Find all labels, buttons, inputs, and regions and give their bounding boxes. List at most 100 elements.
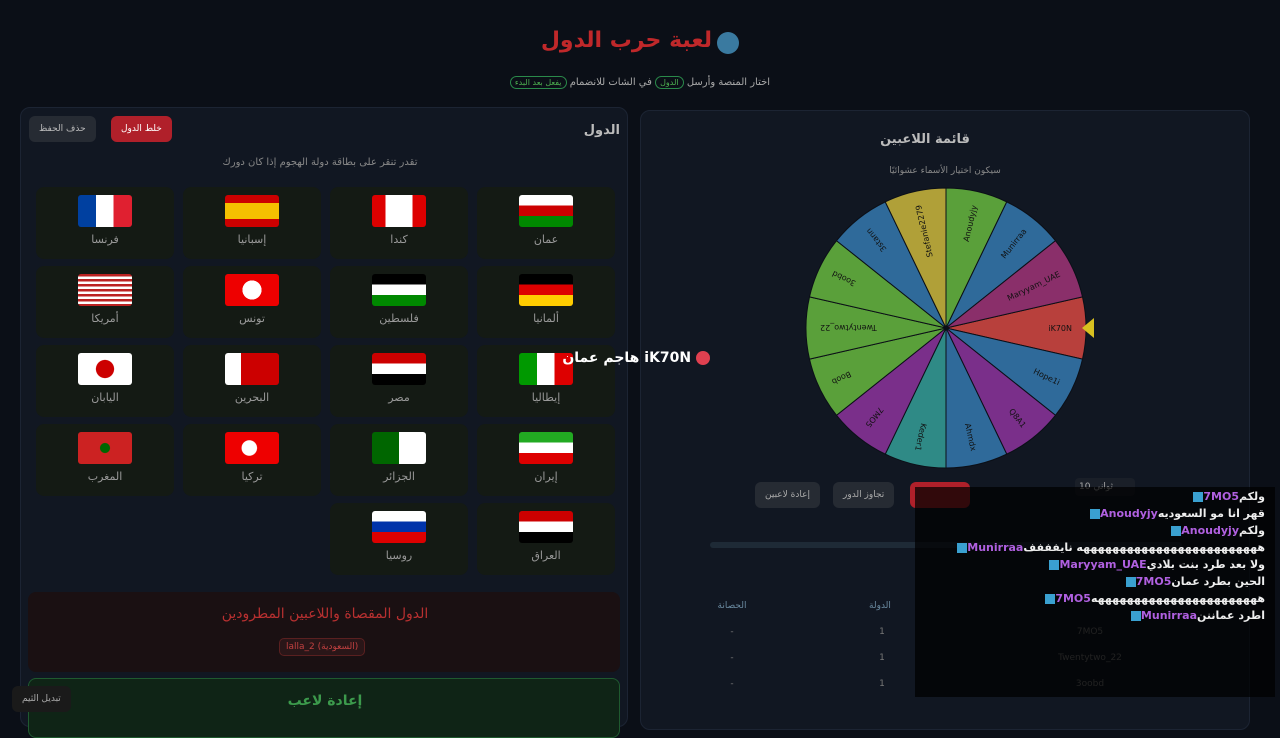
title: لعبة حرب الدول — [540, 28, 713, 53]
table-header: الحصانة — [717, 601, 747, 611]
chat-text: اطرد عماننن — [1197, 609, 1265, 622]
flag — [372, 353, 426, 385]
hint: سيكون اختيار الأسماء عشوائيًا — [889, 166, 1001, 176]
country-card[interactable]: روسيا — [330, 503, 468, 575]
chat-user: Anoudyjy — [1181, 524, 1239, 537]
table-cell: 1 — [879, 679, 885, 689]
chat-badge — [1090, 509, 1101, 519]
table-cell: 1 — [879, 627, 885, 637]
country-card[interactable]: أمريكا — [36, 266, 174, 338]
country-card[interactable]: اليابان — [36, 345, 174, 417]
country-card[interactable]: مصر — [330, 345, 468, 417]
country-card[interactable]: فلسطين — [330, 266, 468, 338]
flag — [78, 195, 132, 227]
flag — [519, 274, 573, 306]
table-cell: 1 — [879, 653, 885, 663]
chat-user: 7MO5 — [1203, 490, 1239, 503]
country-name: إسبانيا — [237, 233, 267, 246]
toast-text: iK70N هاجم عمان — [562, 350, 692, 366]
panel-title: قائمة اللاعبين — [880, 132, 970, 147]
flag — [372, 195, 426, 227]
table-cell: - — [730, 653, 734, 663]
chat-user: 7MO5 — [1135, 575, 1172, 588]
country-card[interactable]: البحرين — [183, 345, 321, 417]
chat-user: Anoudyjy — [1100, 507, 1158, 520]
flag — [225, 353, 279, 385]
country-card[interactable]: ألمانيا — [477, 266, 615, 338]
country-name: أمريكا — [91, 312, 119, 325]
wheel: iK70NHope1iQ8A1AhmdxKeder17MO5BoobTwenty… — [805, 187, 1094, 469]
country-card[interactable]: المغرب — [36, 424, 174, 496]
chat-text: قهر انا مو السعوديه — [1157, 507, 1265, 520]
country-name: المغرب — [87, 470, 123, 483]
country-name: الجزائر — [383, 470, 415, 483]
country-name: عمان — [533, 233, 559, 246]
shuffle-button[interactable]: خلط الدول — [111, 116, 172, 142]
country-name: فرنسا — [91, 233, 119, 246]
theme-toggle[interactable]: تبديل الثيم — [12, 686, 71, 712]
chat-user: 7MO5 — [1055, 592, 1091, 605]
chat-message: Anoudyjyولكم — [919, 524, 1271, 538]
wheel-pointer — [1082, 318, 1094, 338]
chat-badge — [957, 543, 968, 553]
table-cell: - — [730, 627, 734, 637]
chat-text: الحين بطرد عمان — [1171, 575, 1265, 588]
flag — [78, 432, 132, 464]
eliminated-box — [28, 592, 620, 672]
skip-button[interactable]: تجاوز الدور — [833, 482, 895, 508]
country-card[interactable]: تونس — [183, 266, 321, 338]
flag — [519, 353, 573, 385]
hint: تقدر تنقر على بطاقة دولة الهجوم إذا كان … — [222, 157, 418, 168]
chat-badge — [1045, 594, 1056, 604]
country-card[interactable]: إسبانيا — [183, 187, 321, 259]
reset-button[interactable]: إعادة لاعبين — [755, 482, 820, 508]
subtitle-text: في الشات للانضمام — [569, 77, 652, 88]
table-cell: - — [730, 679, 734, 689]
chat-message: 7MO5ولكم — [919, 490, 1271, 504]
country-card[interactable]: الجزائر — [330, 424, 468, 496]
flag — [519, 195, 573, 227]
flag — [372, 432, 426, 464]
chat-text: ولكم — [1239, 524, 1265, 537]
flag — [225, 432, 279, 464]
flag — [78, 353, 132, 385]
flag — [78, 274, 132, 306]
globe-icon — [717, 31, 740, 54]
chat-message: Anoudyjyقهر انا مو السعوديه — [919, 507, 1271, 521]
country-card[interactable]: تركيا — [183, 424, 321, 496]
chat-message: Munirraaهههههههههههههههههههههههههه نايفف… — [919, 541, 1271, 555]
chat-user: Munirraa — [1140, 609, 1197, 622]
subtitle-text: اختار المنصة وأرسل — [686, 77, 771, 88]
wheel-segment — [945, 240, 1084, 329]
country-card[interactable]: كندا — [330, 187, 468, 259]
badge: يفعل بعد البدء — [509, 76, 567, 89]
country-name: تونس — [239, 312, 265, 325]
table-header: الدولة — [869, 601, 891, 611]
country-card[interactable]: العراق — [477, 503, 615, 575]
flag — [225, 274, 279, 306]
chat-user: Munirraa — [967, 541, 1024, 554]
country-card[interactable]: فرنسا — [36, 187, 174, 259]
toast-icon — [696, 351, 710, 365]
delete-button[interactable]: حذف الحفظ — [29, 116, 96, 142]
chat-text: هههههههههههههههههههههههههه نايفففف — [1023, 541, 1265, 554]
flag — [225, 195, 279, 227]
chat-badge — [1049, 560, 1060, 570]
country-name: البحرين — [234, 391, 270, 404]
country-name: تركيا — [241, 470, 263, 483]
chat-message: 7MO5هههههههههههههههههههههههه — [919, 592, 1271, 606]
country-name: فلسطين — [379, 312, 419, 325]
country-card[interactable]: عمان — [477, 187, 615, 259]
chat-message: 7MO5الحين بطرد عمان — [919, 575, 1271, 589]
country-card[interactable]: إيران — [477, 424, 615, 496]
country-name: كندا — [390, 233, 408, 246]
country-card[interactable]: إيطاليا — [477, 345, 615, 417]
panel-title: الدول — [583, 123, 620, 138]
subtitle: اختار المنصة وأرسل الدول في الشات للانضم… — [490, 76, 790, 89]
title-row: لعبة حرب الدول — [540, 28, 740, 54]
chat-message: Maryyam_UAEولا بعد طرد بنت بلادي — [919, 558, 1271, 572]
country-name: روسيا — [385, 549, 413, 562]
country-name: ألمانيا — [533, 312, 559, 325]
flag — [372, 274, 426, 306]
country-name: مصر — [388, 391, 410, 404]
